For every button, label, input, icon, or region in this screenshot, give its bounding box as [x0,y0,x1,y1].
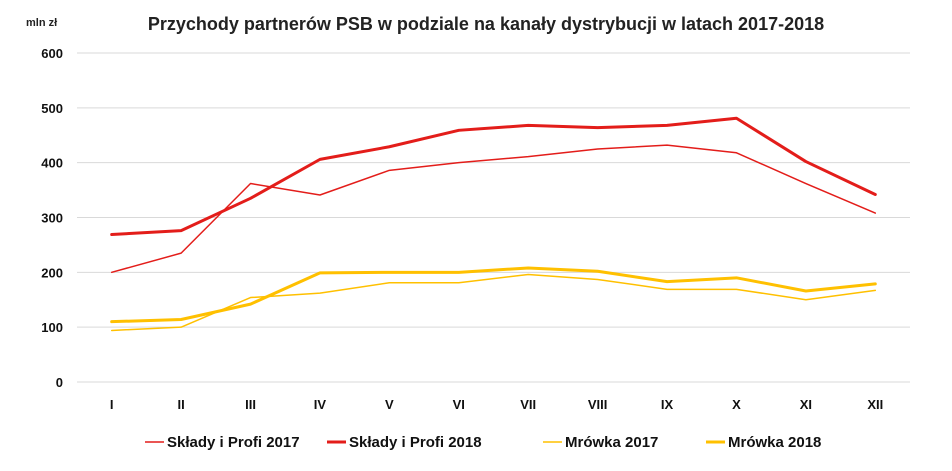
x-tick-label: XII [867,397,883,412]
y-tick-label: 600 [41,46,63,61]
series-line-1 [110,144,877,274]
x-tick-label: XI [800,397,812,412]
y-tick-label: 0 [56,375,63,390]
x-tick-label: VII [520,397,536,412]
y-tick-label: 500 [41,101,63,116]
legend-label: Składy i Profi 2017 [167,434,300,451]
series-line-2 [110,116,877,236]
x-tick-label: IX [661,397,674,412]
legend-label: Składy i Profi 2018 [349,434,482,451]
y-tick-label: 300 [41,211,63,226]
series-line-4 [110,266,877,324]
legend: Składy i Profi 2017 Składy i Profi 2018 Mr… [145,434,821,451]
x-tick-label: II [178,397,185,412]
legend-label: Mrówka 2017 [565,434,658,451]
y-tick-label: 400 [41,156,63,171]
series-lines [110,116,877,332]
legend-label: Mrówka 2018 [728,434,821,451]
x-tick-label: IV [314,397,327,412]
x-tick-label: VI [453,397,465,412]
series-line-3 [110,273,877,332]
legend-item: Składy i Profi 2017 [145,434,300,451]
x-tick-label: V [385,397,394,412]
y-axis-unit-label: mln zł [26,17,57,29]
x-axis-ticks: I II III IV V VI VII VIII IX X XI XII [110,397,883,412]
y-tick-label: 200 [41,265,63,280]
legend-item: Mrówka 2017 [543,434,658,451]
x-tick-label: III [245,397,256,412]
legend-item: Składy i Profi 2018 [327,434,482,451]
x-tick-label: X [732,397,741,412]
x-tick-label: VIII [588,397,608,412]
legend-item: Mrówka 2018 [706,434,821,451]
y-tick-label: 100 [41,320,63,335]
x-tick-label: I [110,397,114,412]
chart-title: Przychody partnerów PSB w podziale na ka… [148,14,824,34]
y-axis-ticks: 0 100 200 300 400 500 600 [41,46,63,390]
gridlines [77,52,910,383]
